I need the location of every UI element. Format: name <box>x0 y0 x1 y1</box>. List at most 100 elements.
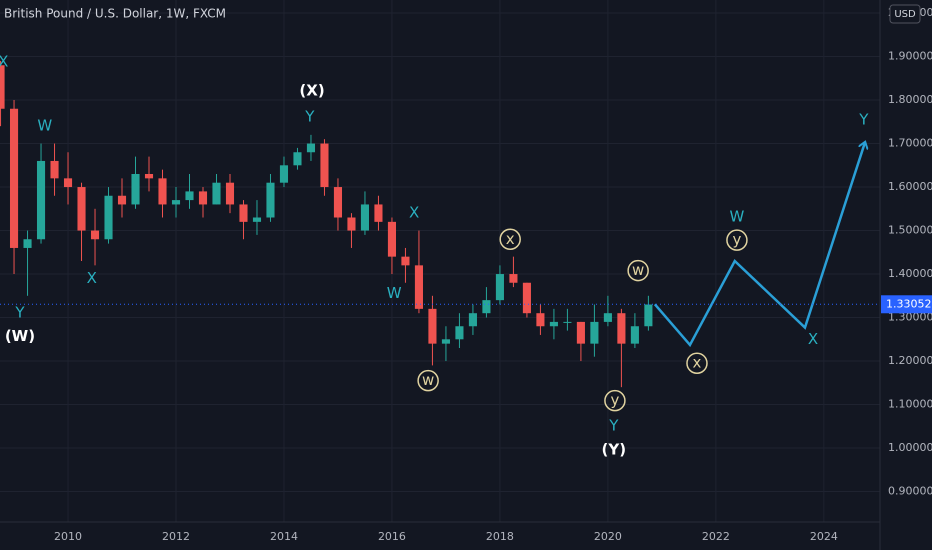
annotation-label: W <box>37 117 52 135</box>
candle-body <box>144 174 154 179</box>
candle-body <box>23 239 32 248</box>
candle-body <box>590 321 599 344</box>
candle-body <box>401 256 410 266</box>
projection-line <box>653 143 865 348</box>
annotation-label: (Y) <box>602 441 627 459</box>
candle-body <box>360 204 370 231</box>
candle-body <box>306 143 316 153</box>
candle-body <box>482 300 491 314</box>
annotation-label: x <box>693 354 702 372</box>
annotation-label: y <box>610 391 619 409</box>
candle-body <box>347 217 356 231</box>
annotation-circle <box>627 259 649 282</box>
candle-body <box>549 321 558 327</box>
x-tick-label: 2012 <box>162 530 190 543</box>
annotation-label: (X) <box>299 81 324 99</box>
y-tick-label: 1.50000 <box>888 224 932 237</box>
annotation-label: X <box>409 204 419 222</box>
candle-body <box>293 152 302 166</box>
candle-body <box>104 195 113 240</box>
candle-body <box>509 274 518 283</box>
annotation-label: Y <box>858 111 869 129</box>
candle-body <box>387 221 396 257</box>
annotation-label: Y <box>304 108 315 126</box>
annotation-circle <box>604 389 626 412</box>
annotation-circle <box>417 369 439 392</box>
annotation-label: y <box>732 231 741 249</box>
chart-title: British Pound / U.S. Dollar, 1W, FXCM <box>4 7 226 21</box>
candle-body <box>117 195 127 205</box>
candle-body <box>225 182 235 205</box>
annotation-label: Y <box>14 304 25 322</box>
candle-body <box>644 304 653 327</box>
annotation-circle <box>726 229 748 251</box>
candle-body <box>36 160 46 240</box>
last-price-label: 1.33052 <box>886 297 932 310</box>
x-tick-label: 2022 <box>702 530 730 543</box>
y-tick-label: 1.70000 <box>888 137 932 150</box>
candle-body <box>0 65 5 109</box>
y-tick-label: 1.80000 <box>888 93 932 106</box>
annotation-circle <box>686 352 708 374</box>
candle-body <box>455 326 464 340</box>
last-price-badge <box>881 295 932 314</box>
candle-body <box>414 265 423 309</box>
candle-body <box>630 326 639 344</box>
candle-body <box>374 204 383 222</box>
candle-body <box>468 313 477 327</box>
candle-body <box>63 178 73 188</box>
candle-body <box>266 182 275 218</box>
candle-body <box>320 143 329 188</box>
annotation-label: X <box>87 269 97 287</box>
candle-body <box>131 174 140 205</box>
x-tick-label: 2016 <box>378 530 406 543</box>
annotation-label: x <box>506 230 515 248</box>
annotation-label: Y <box>608 416 619 434</box>
y-tick-label: 1.10000 <box>888 398 932 411</box>
x-tick-label: 2020 <box>594 530 622 543</box>
x-tick-label: 2014 <box>270 530 298 543</box>
x-tick-label: 2018 <box>486 530 514 543</box>
candle-body <box>239 204 248 222</box>
annotation-label: w <box>632 261 644 279</box>
candle-body <box>185 191 194 201</box>
candle-body <box>563 321 572 323</box>
annotation-label: W <box>387 284 402 302</box>
annotation-circle <box>499 228 521 250</box>
candle-body <box>603 313 612 322</box>
candle-body <box>441 339 450 344</box>
candle-body <box>212 182 221 205</box>
x-tick-label: 2010 <box>54 530 82 543</box>
y-tick-label: 1.00000 <box>888 441 932 454</box>
annotation-label: (W) <box>5 327 35 345</box>
candle-body <box>77 187 86 231</box>
candle-body <box>333 187 343 218</box>
candle-body <box>252 217 262 222</box>
x-tick-label: 2024 <box>810 530 838 543</box>
candle-body <box>576 321 585 344</box>
candle-body <box>536 313 545 327</box>
annotation-label: X <box>0 52 8 70</box>
currency-badge <box>889 4 921 24</box>
candle-body <box>171 200 181 205</box>
y-tick-label: 1.40000 <box>888 267 932 280</box>
annotation-label: X <box>808 330 818 348</box>
y-tick-label: 0.90000 <box>888 485 932 498</box>
candle-body <box>50 160 59 179</box>
candle-body <box>522 282 531 314</box>
y-tick-label: 1.60000 <box>888 180 932 193</box>
currency-label: USD <box>894 9 916 20</box>
y-tick-label: 1.90000 <box>888 50 932 63</box>
annotation-label: W <box>730 208 745 226</box>
candle-body <box>495 274 504 301</box>
candle-body <box>90 230 100 240</box>
candle-body <box>158 178 167 205</box>
annotation-label: w <box>422 371 434 389</box>
y-tick-label: 1.20000 <box>888 354 932 367</box>
y-tick-label: 1.30000 <box>888 311 932 324</box>
candle-body <box>279 165 289 183</box>
candle-body <box>198 191 208 205</box>
